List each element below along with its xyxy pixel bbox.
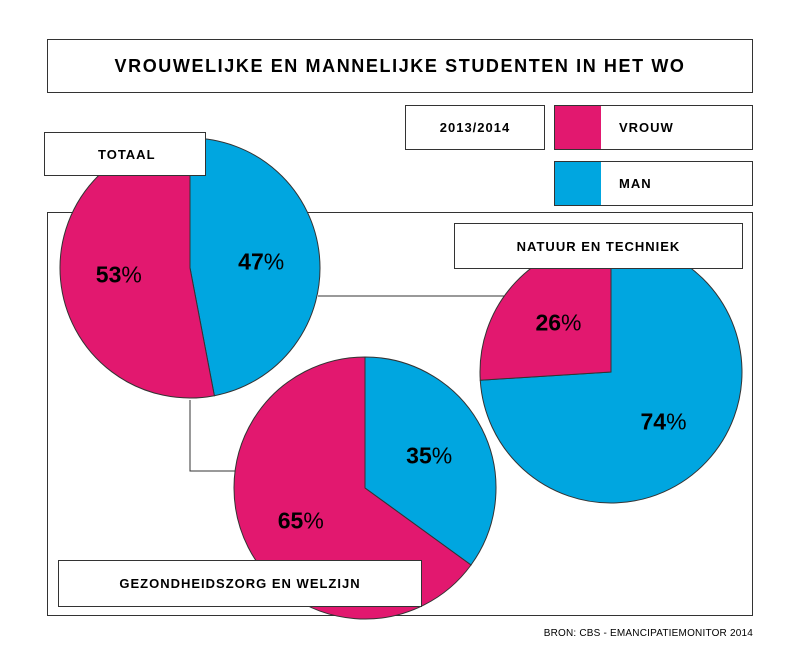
legend-swatch-vrouw <box>555 106 601 149</box>
pie-label-natuur-en-techniek-vrouw: 26% <box>535 310 581 336</box>
legend-label-man: MAN <box>619 176 652 191</box>
chart-title: VROUWELIJKE EN MANNELIJKE STUDENTEN IN H… <box>47 39 753 93</box>
pie-slice-totaal-man <box>189 137 321 397</box>
pie-label-gezondheidszorg-en-welzijn-vrouw: 65% <box>278 508 324 534</box>
legend-item-vrouw: VROUW <box>554 105 753 150</box>
pie-slice-gezondheidszorg-en-welzijn-man <box>364 356 497 566</box>
legend-item-man: MAN <box>554 161 753 206</box>
chart-frame <box>47 212 753 616</box>
pie-title-gezondheidszorg-en-welzijn: GEZONDHEIDSZORG EN WELZIJN <box>58 560 422 607</box>
legend-label-vrouw: VROUW <box>619 120 674 135</box>
pie-title-totaal: TOTAAL <box>44 132 206 176</box>
pie-label-natuur-en-techniek-man: 74% <box>640 408 686 434</box>
pie-label-gezondheidszorg-en-welzijn-man: 35% <box>406 442 452 468</box>
pie-title-natuur-en-techniek: NATUUR EN TECHNIEK <box>454 223 743 269</box>
pie-label-totaal-vrouw: 53% <box>96 262 142 288</box>
period-label: 2013/2014 <box>405 105 545 150</box>
legend-swatch-man <box>555 162 601 205</box>
pie-label-totaal-man: 47% <box>238 248 284 274</box>
connector-line <box>189 400 247 472</box>
source-note: BRON: CBS - EMANCIPATIEMONITOR 2014 <box>543 628 753 639</box>
pie-slice-gezondheidszorg-en-welzijn-vrouw <box>233 356 472 620</box>
